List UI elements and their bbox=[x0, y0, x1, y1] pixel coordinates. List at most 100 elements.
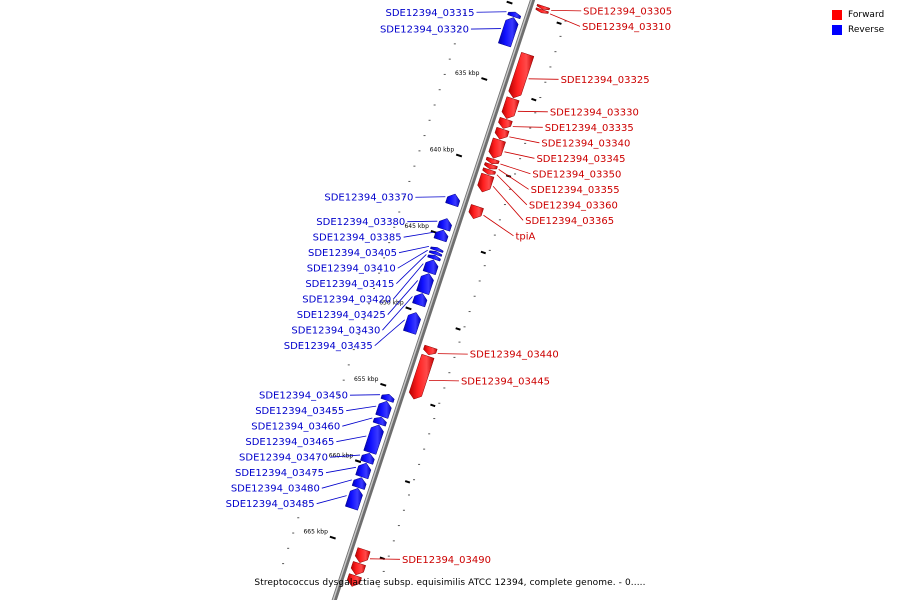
minor-tick bbox=[393, 226, 396, 228]
minor-tick bbox=[473, 295, 476, 297]
gene-sde12394-03325 bbox=[508, 51, 535, 99]
major-tick-dash-660 bbox=[404, 480, 411, 484]
gene-label-sde12394-03385: SDE12394_03385 bbox=[313, 233, 402, 244]
gene-label-sde12394-03370: SDE12394_03370 bbox=[324, 193, 413, 204]
gene-sde12394-03455 bbox=[375, 400, 392, 419]
gene-sde12394-03380 bbox=[437, 218, 452, 232]
leader-sde12394-03485 bbox=[316, 495, 347, 505]
gene-label-sde12394-03470: SDE12394_03470 bbox=[239, 453, 328, 464]
leader-sde12394-03460 bbox=[342, 417, 373, 427]
gene-label-sde12394-03330: SDE12394_03330 bbox=[550, 107, 639, 118]
gene-sde12394-03420 bbox=[422, 259, 439, 276]
minor-tick bbox=[378, 272, 381, 274]
minor-tick bbox=[519, 158, 522, 160]
minor-tick bbox=[483, 265, 486, 267]
legend-reverse-label: Reverse bbox=[848, 25, 885, 35]
major-tick-665 bbox=[329, 535, 336, 540]
gene-sde12394-03305 bbox=[536, 3, 551, 11]
gene-label-sde12394-03445: SDE12394_03445 bbox=[461, 376, 550, 387]
major-tick-dash-630 bbox=[556, 21, 562, 25]
forward-swatch bbox=[832, 10, 842, 20]
gene-label-sde12394-03425: SDE12394_03425 bbox=[297, 310, 386, 321]
leader-sde12394-03325 bbox=[528, 78, 559, 80]
gene-sde12394-03405 bbox=[430, 246, 444, 253]
minor-tick bbox=[322, 440, 325, 442]
minor-tick bbox=[418, 463, 421, 465]
minor-tick bbox=[448, 372, 451, 374]
minor-tick bbox=[407, 494, 410, 496]
leader-sde12394-03335 bbox=[512, 126, 543, 128]
reverse-swatch bbox=[832, 25, 842, 35]
leader-sde12394-03350 bbox=[500, 163, 531, 175]
leader-sde12394-03410 bbox=[397, 249, 428, 269]
legend-forward-label: Forward bbox=[848, 10, 885, 20]
gene-label-layer: SDE12394_03305 SDE12394_03310 SDE12394_033… bbox=[226, 6, 673, 565]
leader-sde12394-03360 bbox=[496, 174, 528, 206]
leader-sde12394-03405 bbox=[398, 246, 430, 254]
gene-sde12394-03360 bbox=[482, 167, 497, 175]
leader-sde12394-03490 bbox=[369, 558, 400, 560]
gene-sde12394-03470 bbox=[360, 452, 375, 465]
major-tick-dash-645 bbox=[480, 250, 486, 255]
minor-tick bbox=[443, 73, 446, 75]
minor-tick bbox=[428, 433, 431, 435]
tick-label-635: 635 kbp bbox=[455, 70, 480, 77]
gene-sde12394-03350 bbox=[485, 156, 500, 164]
gene-label-sde12394-03440: SDE12394_03440 bbox=[470, 350, 559, 361]
gene-label-sde12394-03415: SDE12394_03415 bbox=[305, 279, 394, 290]
gene-sde12394-03345 bbox=[488, 137, 506, 159]
leader-tpia bbox=[483, 214, 514, 237]
minor-tick bbox=[367, 303, 370, 305]
gene-sde12394-03475 bbox=[355, 462, 372, 480]
tick-label-650: 650 kbp bbox=[379, 299, 404, 306]
minor-tick bbox=[559, 35, 562, 37]
gene-sde12394-03330 bbox=[501, 96, 520, 119]
leader-sde12394-03365 bbox=[492, 185, 524, 221]
gene-label-sde12394-03380: SDE12394_03380 bbox=[316, 217, 405, 228]
gene-label-sde12394-03315: SDE12394_03315 bbox=[385, 8, 474, 19]
minor-tick bbox=[539, 97, 542, 99]
minor-tick bbox=[478, 280, 481, 282]
gene-label-sde12394-03485: SDE12394_03485 bbox=[226, 499, 315, 510]
gene-sde12394-03425 bbox=[416, 273, 434, 296]
minor-tick bbox=[342, 379, 345, 381]
leader-sde12394-03355 bbox=[498, 169, 529, 190]
tick-layer: 630 kbp 635 kbp 640 kbp 645 kbp 650 kbp 655 k… bbox=[282, 0, 567, 588]
minor-tick bbox=[503, 204, 506, 206]
minor-tick bbox=[423, 135, 426, 137]
leader-sde12394-03320 bbox=[470, 28, 501, 30]
minor-tick bbox=[398, 211, 401, 213]
tick-label-630: 630 kbp bbox=[480, 0, 505, 1]
minor-tick bbox=[438, 402, 441, 404]
gene-sde12394-03480 bbox=[351, 477, 367, 490]
gene-label-sde12394-03355: SDE12394_03355 bbox=[531, 185, 620, 196]
gene-label-sde12394-03340: SDE12394_03340 bbox=[541, 138, 630, 149]
minor-tick bbox=[362, 318, 365, 320]
gene-sde12394-03340 bbox=[494, 126, 510, 140]
gene-sde12394-03440 bbox=[423, 344, 438, 356]
major-tick-650 bbox=[405, 306, 412, 311]
minor-tick bbox=[438, 89, 441, 91]
leader-sde12394-03420 bbox=[392, 263, 424, 300]
minor-tick bbox=[357, 333, 360, 335]
major-tick-dash-655 bbox=[430, 403, 436, 408]
minor-tick bbox=[292, 532, 295, 534]
minor-tick bbox=[408, 180, 411, 182]
minor-tick bbox=[453, 43, 456, 45]
gene-label-sde12394-03405: SDE12394_03405 bbox=[308, 248, 397, 259]
tick-label-645: 645 kbp bbox=[404, 223, 429, 230]
leader-sde12394-03470 bbox=[330, 454, 361, 458]
minor-tick bbox=[327, 425, 330, 427]
minor-tick bbox=[388, 242, 391, 244]
gene-sde12394-03310 bbox=[535, 7, 549, 14]
leader-sde12394-03345 bbox=[504, 151, 535, 159]
minor-tick bbox=[458, 341, 461, 343]
minor-tick bbox=[312, 471, 315, 473]
gene-sde12394-03370 bbox=[445, 193, 461, 208]
leader-sde12394-03380 bbox=[407, 220, 438, 223]
leader-sde12394-03465 bbox=[336, 435, 367, 443]
gene-sde12394-03335 bbox=[498, 116, 513, 129]
major-tick-660 bbox=[354, 459, 362, 464]
minor-tick bbox=[423, 448, 426, 450]
gene-sde12394-03465 bbox=[363, 424, 384, 455]
